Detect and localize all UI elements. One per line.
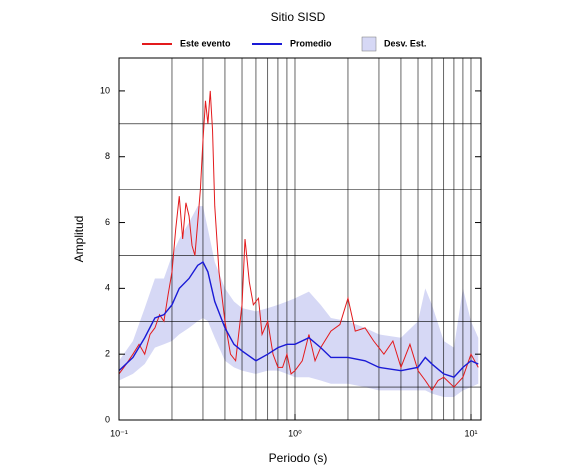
x-axis-label: Periodo (s): [269, 451, 328, 465]
y-tick-label: 2: [105, 349, 110, 359]
legend-swatch: [361, 36, 377, 52]
legend-label: Este evento: [180, 38, 231, 48]
chart-title: Sitio SISD: [271, 10, 326, 24]
y-tick-label: 10: [100, 85, 110, 95]
y-tick-label: 4: [105, 283, 110, 293]
legend-label: Desv. Est.: [384, 38, 426, 48]
y-tick-label: 0: [105, 414, 110, 424]
legend-label: Promedio: [290, 38, 332, 48]
y-tick-label: 8: [105, 151, 110, 161]
x-tick-label: 10⁰: [288, 428, 302, 438]
series-line: [118, 90, 479, 392]
y-tick-label: 6: [105, 217, 110, 227]
y-axis-label: Amplitud: [72, 216, 86, 263]
plot-frame: [118, 57, 482, 421]
x-tick-label: 10¹: [464, 428, 477, 438]
std-band: [119, 206, 479, 397]
series-line: [118, 261, 479, 379]
x-tick-label: 10⁻¹: [110, 428, 128, 438]
